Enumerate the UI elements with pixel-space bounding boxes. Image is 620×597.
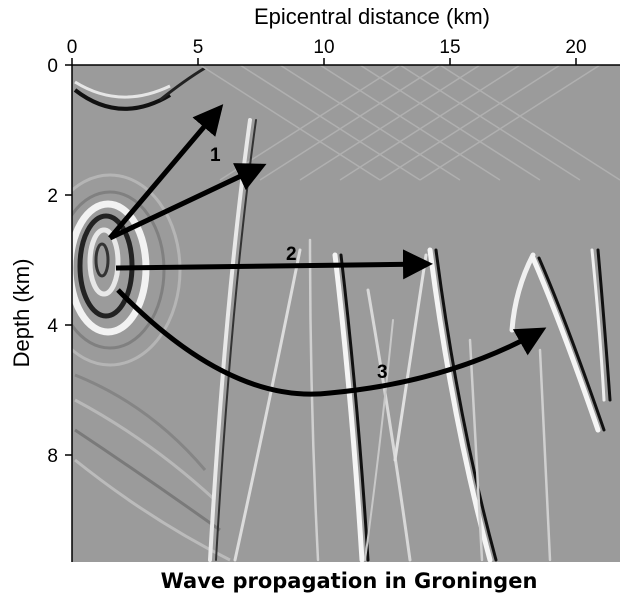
arrow-1-lower: [108, 163, 267, 241]
y-tick-label: 8: [47, 446, 58, 467]
y-axis-title: Depth (km): [9, 259, 34, 368]
arrow-label-2: 2: [286, 244, 297, 265]
wavefield-panel: [72, 65, 620, 562]
y-tick-label: 2: [47, 186, 58, 207]
arrow-labels: 1 2 3: [210, 145, 388, 383]
y-tick-labels: 0 2 4 8: [47, 56, 58, 467]
x-axis-title: Epicentral distance (km): [254, 4, 490, 29]
x-tick-label: 5: [193, 37, 204, 58]
arrow-label-3: 3: [377, 362, 388, 383]
x-tick-labels: 0 5 10 15 20: [67, 37, 587, 58]
x-tick-label: 20: [565, 37, 586, 58]
y-tick-label: 4: [47, 316, 58, 337]
figure-caption: Wave propagation in Groningen: [161, 569, 538, 593]
y-tick-label: 0: [47, 56, 58, 77]
arrow-3: [116, 288, 547, 397]
x-tick-label: 0: [67, 37, 78, 58]
x-tick-label: 10: [313, 37, 334, 58]
arrow-1-upper: [108, 104, 224, 240]
axes: [65, 58, 620, 562]
arrow-label-1: 1: [210, 145, 221, 166]
arrow-2: [115, 249, 433, 280]
annotation-arrows: [108, 104, 547, 397]
x-tick-label: 15: [439, 37, 460, 58]
surface-reflection: [73, 66, 206, 111]
